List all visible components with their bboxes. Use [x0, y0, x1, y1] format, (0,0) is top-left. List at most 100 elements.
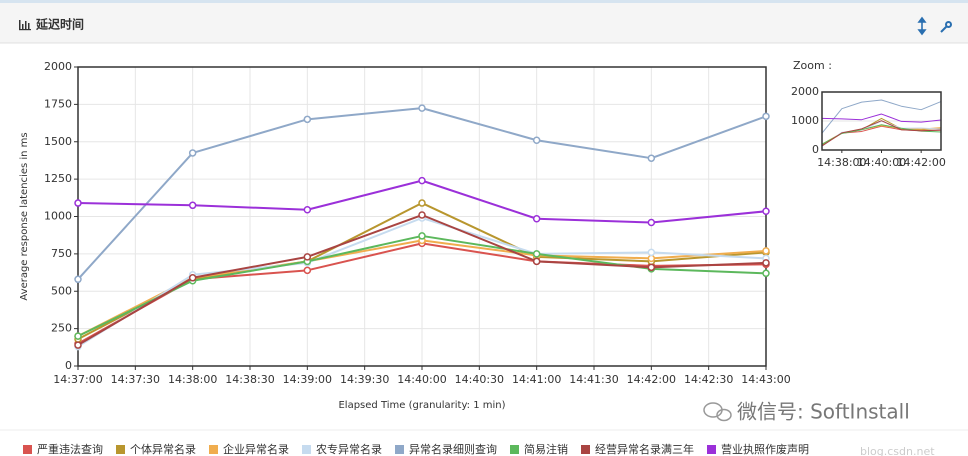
- legend-label: 经营异常名录满三年: [595, 442, 694, 456]
- zoom-line: [821, 120, 942, 147]
- legend-swatch: [116, 445, 125, 454]
- data-point: [532, 214, 541, 223]
- zoom-x-tick-label: 14:42:00: [896, 156, 945, 169]
- x-tick-label: 14:38:30: [225, 373, 274, 386]
- watermark-icon: [703, 402, 732, 422]
- top-border: [0, 0, 968, 3]
- zoom-x-tick-label: 14:40:00: [857, 156, 906, 169]
- y-tick-label: 2000: [44, 60, 72, 73]
- x-tick-label: 14:38:00: [168, 373, 217, 386]
- data-point: [418, 199, 426, 207]
- data-point: [762, 259, 770, 267]
- settings-icon[interactable]: [940, 21, 952, 33]
- legend-label: 企业异常名录: [223, 442, 289, 456]
- legend-label: 异常名录细则查询: [409, 442, 497, 456]
- data-point: [188, 201, 197, 210]
- legend-swatch: [302, 445, 311, 454]
- data-point: [418, 232, 426, 240]
- y-tick-label: 1000: [44, 210, 72, 223]
- legend-item[interactable]: 严重违法查询: [23, 442, 103, 456]
- legend-swatch: [209, 445, 218, 454]
- legend-label: 营业执照作废声明: [721, 442, 809, 456]
- x-tick-label: 14:41:00: [512, 373, 561, 386]
- legend-item[interactable]: 个体异常名录: [116, 442, 196, 456]
- zoom-y-tick-label: 2000: [791, 85, 819, 98]
- y-tick-label: 0: [65, 359, 72, 372]
- x-tick-label: 14:37:30: [111, 373, 160, 386]
- legend-item[interactable]: 农专异常名录: [302, 442, 382, 456]
- zoom-y-tick-label: 1000: [791, 114, 819, 127]
- y-tick-label: 1500: [44, 135, 72, 148]
- watermark-text: 微信号: SoftInstall: [737, 400, 910, 424]
- data-point: [418, 176, 426, 185]
- x-tick-label: 14:42:30: [684, 373, 733, 386]
- header-bar: [0, 3, 968, 43]
- data-point: [74, 199, 82, 207]
- watermark-url: blog.csdn.net: [860, 445, 935, 456]
- legend-item[interactable]: 经营异常名录满三年: [581, 442, 694, 456]
- data-point: [647, 218, 656, 227]
- y-axis-title: Average response latencies in ms: [19, 132, 30, 300]
- chart-icon: [19, 20, 31, 31]
- panel-title: 延迟时间: [35, 17, 84, 32]
- data-point: [647, 248, 656, 257]
- data-point: [303, 206, 312, 214]
- x-axis-title: Elapsed Time (granularity: 1 min): [338, 400, 505, 411]
- data-point: [647, 254, 656, 263]
- data-point: [303, 266, 312, 275]
- data-point: [188, 149, 197, 157]
- legend-item[interactable]: 企业异常名录: [209, 442, 289, 456]
- zoom-line: [821, 120, 942, 147]
- y-tick-label: 1750: [44, 97, 72, 110]
- zoom-label: Zoom :: [793, 59, 832, 72]
- legend-label: 个体异常名录: [130, 442, 196, 456]
- zoom-frame: [821, 91, 942, 151]
- legend-item[interactable]: 简易注销: [510, 442, 568, 456]
- x-tick-label: 14:39:30: [340, 373, 389, 386]
- legend-label: 农专异常名录: [316, 442, 382, 456]
- data-point: [762, 247, 770, 255]
- legend-swatch: [510, 445, 519, 454]
- data-point: [647, 154, 656, 162]
- data-point: [647, 263, 656, 272]
- legend-swatch: [581, 445, 590, 454]
- data-point: [532, 257, 541, 266]
- y-tick-label: 250: [51, 322, 72, 335]
- data-point: [74, 275, 82, 284]
- zoom-y-tick-label: 0: [812, 143, 819, 156]
- x-tick-label: 14:40:30: [455, 373, 504, 386]
- data-point: [418, 211, 426, 219]
- y-tick-label: 500: [51, 284, 72, 297]
- legend-item[interactable]: 营业执照作废声明: [707, 442, 809, 456]
- data-point: [532, 250, 541, 258]
- x-tick-label: 14:42:00: [627, 373, 676, 386]
- data-point: [532, 136, 541, 145]
- legend-swatch: [707, 445, 716, 454]
- legend-label: 严重违法查询: [37, 442, 103, 456]
- y-tick-label: 1250: [44, 172, 72, 185]
- data-point: [303, 115, 312, 124]
- data-point: [303, 253, 312, 261]
- zoom-line: [821, 99, 942, 134]
- plot-frame: [77, 66, 767, 367]
- data-point: [762, 269, 770, 278]
- data-point: [418, 104, 426, 112]
- resize-icon[interactable]: [917, 16, 927, 36]
- legend-label: 简易注销: [524, 442, 568, 456]
- x-tick-label: 14:43:00: [741, 373, 790, 386]
- data-point: [188, 274, 197, 282]
- data-point: [74, 332, 82, 340]
- legend-item[interactable]: 异常名录细则查询: [395, 442, 497, 456]
- zoom-x-tick-label: 14:38:00: [817, 156, 866, 169]
- x-tick-label: 14:37:00: [53, 373, 102, 386]
- data-point: [74, 341, 82, 349]
- zoom-line: [821, 113, 942, 123]
- x-tick-label: 14:41:30: [569, 373, 618, 386]
- legend-swatch: [395, 445, 404, 454]
- x-tick-label: 14:40:00: [397, 373, 446, 386]
- data-point: [762, 112, 770, 121]
- x-tick-label: 14:39:00: [283, 373, 332, 386]
- legend-swatch: [23, 445, 32, 454]
